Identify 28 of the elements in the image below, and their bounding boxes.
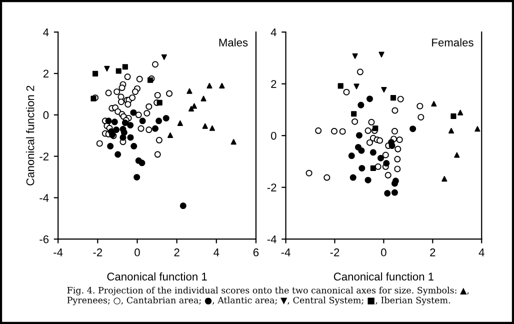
x-tick-label: 2: [430, 248, 436, 256]
x-tick-label: -2: [330, 248, 340, 256]
y-tick-label: 2: [43, 70, 48, 78]
y-axis-title: Canonical function 2: [26, 86, 34, 186]
x-axis-title: Canonical function 1: [107, 272, 207, 281]
y-tick-label: -4: [40, 194, 49, 202]
y-tick-label: 4: [43, 28, 49, 36]
x-tick-label: -2: [93, 248, 102, 256]
y-tick-label: 0: [43, 111, 49, 120]
x-tick-label: 6: [253, 248, 259, 256]
y-tick-label: -2: [267, 184, 276, 192]
x-tick-label: 4: [478, 248, 484, 256]
x-tick-label: 4: [214, 248, 220, 256]
y-tick-label: 2: [271, 80, 276, 88]
x-tick-label: -4: [281, 248, 290, 256]
y-tick-label: -4: [267, 235, 276, 244]
x-tick-label: 0: [134, 248, 140, 256]
x-axis-title: Canonical function 1: [334, 272, 434, 281]
chart-title: Females: [432, 38, 474, 46]
x-tick-label: -4: [54, 248, 63, 256]
y-tick-label: -2: [40, 152, 48, 160]
x-tick-label: 0: [381, 248, 386, 256]
y-tick-label: -6: [40, 235, 49, 244]
chart-title: Males: [219, 38, 248, 46]
x-tick-label: 2: [174, 248, 180, 256]
y-tick-label: 4: [270, 28, 276, 36]
caption: Fig. 4. Projection of the individual scores onto the two canonical axes for size. Symbols: ▲, Pyrenees; ○, Cantabrian area; ●, Atlantic area; ▼, Central System; ■, Iberian System.: [67, 286, 469, 306]
y-tick-label: 0: [271, 132, 276, 140]
